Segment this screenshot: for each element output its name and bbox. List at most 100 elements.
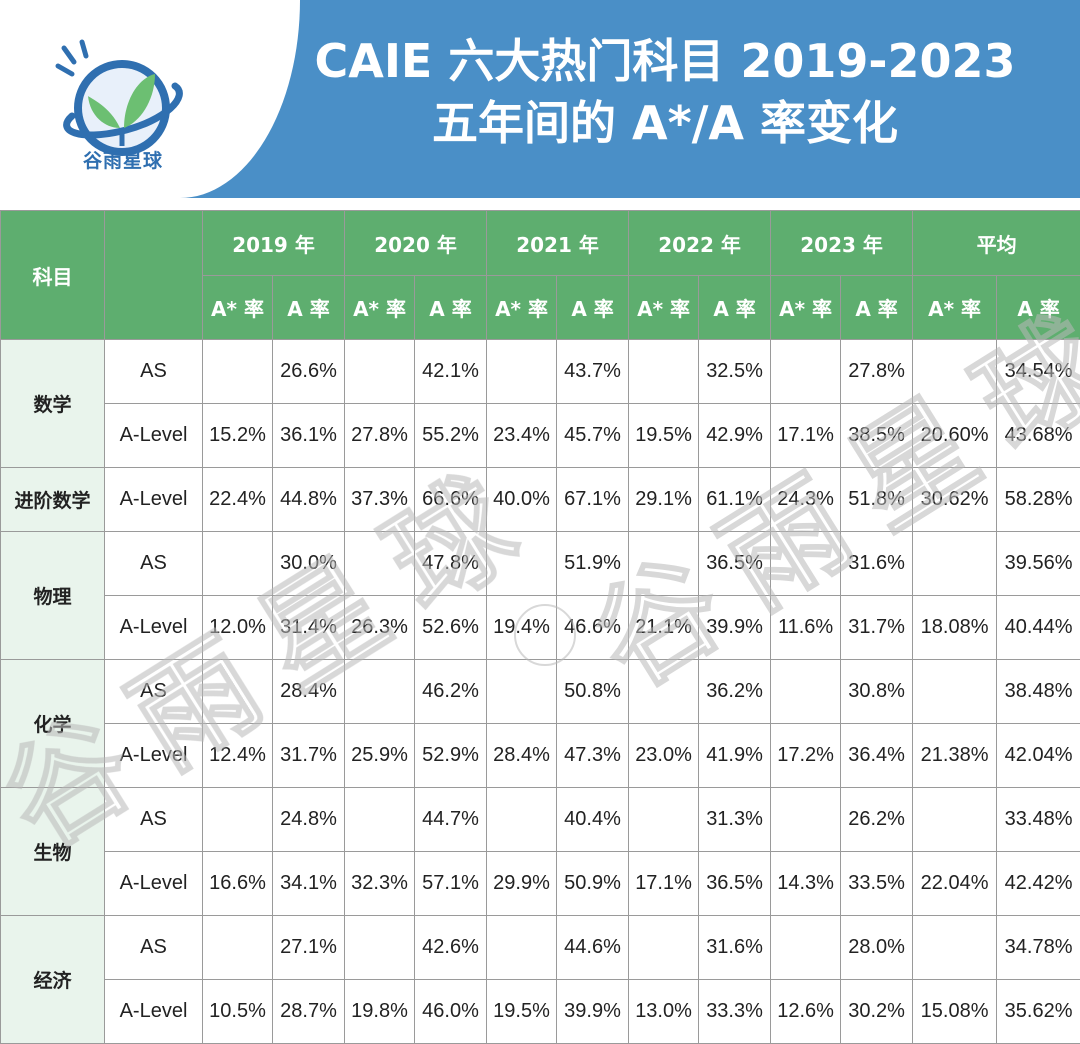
a-rate-cell: 30.2%: [840, 979, 914, 1044]
a-star-rate-cell: [912, 531, 998, 596]
a-rate-cell: 39.56%: [996, 531, 1080, 596]
a-star-rate-cell: 14.3%: [770, 851, 842, 916]
a-star-rate-cell: 16.6%: [202, 851, 273, 916]
average-header: 平均: [912, 210, 1080, 276]
a-star-rate-cell: 17.1%: [628, 851, 700, 916]
a-star-rate-cell: 23.0%: [628, 723, 700, 788]
level-header: [104, 210, 203, 340]
level-cell: A-Level: [104, 723, 203, 788]
a-rate-cell: 38.48%: [996, 659, 1080, 724]
a-rate-cell: 34.1%: [271, 851, 346, 916]
a-rate-cell: 52.9%: [414, 723, 488, 788]
a-star-rate-cell: 15.08%: [912, 979, 998, 1044]
a-star-rate-header: A* 率: [628, 275, 700, 340]
a-rate-cell: 31.3%: [698, 787, 772, 852]
a-star-rate-cell: 27.8%: [344, 403, 416, 468]
a-star-rate-cell: 18.08%: [912, 595, 998, 660]
level-cell: AS: [104, 787, 203, 852]
a-rate-cell: 42.6%: [414, 915, 488, 980]
a-rate-cell: 51.9%: [556, 531, 630, 596]
subject-cell: 物理: [0, 531, 105, 660]
subject-cell: 数学: [0, 339, 105, 468]
a-rate-cell: 31.4%: [271, 595, 346, 660]
a-star-rate-cell: [486, 915, 558, 980]
a-rate-cell: 36.1%: [271, 403, 346, 468]
a-rate-cell: 42.9%: [698, 403, 772, 468]
a-rate-cell: 41.9%: [698, 723, 772, 788]
a-rate-cell: 30.8%: [840, 659, 914, 724]
a-star-rate-cell: [770, 787, 842, 852]
a-rate-cell: 44.6%: [556, 915, 630, 980]
level-cell: A-Level: [104, 979, 203, 1044]
a-star-rate-cell: 22.4%: [202, 467, 273, 532]
a-rate-cell: 46.2%: [414, 659, 488, 724]
subject-cell: 生物: [0, 787, 105, 916]
a-star-rate-cell: [202, 915, 273, 980]
title-line-2: 五年间的 A*/A 率变化: [431, 96, 899, 150]
a-rate-cell: 34.78%: [996, 915, 1080, 980]
a-star-rate-cell: 12.0%: [202, 595, 273, 660]
planet-logo-icon: [55, 39, 183, 156]
a-star-rate-cell: [770, 915, 842, 980]
a-star-rate-cell: 28.4%: [486, 723, 558, 788]
year-header: 2022 年: [628, 210, 772, 276]
a-rate-header: A 率: [996, 275, 1080, 340]
a-star-rate-cell: 17.1%: [770, 403, 842, 468]
a-rate-cell: 42.42%: [996, 851, 1080, 916]
a-star-rate-cell: 20.60%: [912, 403, 998, 468]
level-cell: AS: [104, 339, 203, 404]
a-rate-cell: 33.5%: [840, 851, 914, 916]
a-rate-cell: 42.1%: [414, 339, 488, 404]
a-star-rate-cell: [628, 531, 700, 596]
a-star-rate-cell: [344, 531, 416, 596]
a-rate-cell: 44.7%: [414, 787, 488, 852]
a-star-rate-cell: 12.6%: [770, 979, 842, 1044]
a-star-rate-cell: [344, 659, 416, 724]
a-star-rate-cell: 10.5%: [202, 979, 273, 1044]
a-star-rate-cell: 21.1%: [628, 595, 700, 660]
header-banner: 谷雨星球 CAIE 六大热门科目 2019-2023 五年间的 A*/A 率变化: [0, 0, 1080, 198]
a-star-rate-cell: [202, 339, 273, 404]
a-rate-cell: 51.8%: [840, 467, 914, 532]
a-star-rate-cell: 29.1%: [628, 467, 700, 532]
a-star-rate-cell: [486, 531, 558, 596]
a-rate-cell: 40.44%: [996, 595, 1080, 660]
a-star-rate-header: A* 率: [202, 275, 273, 340]
a-star-rate-cell: 12.4%: [202, 723, 273, 788]
table-row: 生物 AS 24.8% 44.7% 40.4% 31.3% 26.2% 33.48%: [0, 787, 1080, 916]
a-star-rate-cell: [486, 339, 558, 404]
a-star-rate-cell: [628, 339, 700, 404]
a-star-rate-cell: 11.6%: [770, 595, 842, 660]
a-rate-cell: 47.8%: [414, 531, 488, 596]
a-rate-cell: 24.8%: [271, 787, 346, 852]
a-rate-header: A 率: [698, 275, 772, 340]
level-cell: AS: [104, 659, 203, 724]
a-star-rate-cell: [628, 659, 700, 724]
a-rate-cell: 50.9%: [556, 851, 630, 916]
a-star-rate-cell: [486, 659, 558, 724]
a-rate-cell: 33.3%: [698, 979, 772, 1044]
a-star-rate-cell: 29.9%: [486, 851, 558, 916]
a-star-rate-cell: [912, 915, 998, 980]
rate-header-row: A* 率 A 率 A* 率 A 率 A* 率 A 率 A* 率 A 率 A* 率…: [1, 275, 1080, 340]
level-cell: A-Level: [104, 467, 203, 532]
a-star-rate-cell: 19.4%: [486, 595, 558, 660]
a-star-rate-cell: [344, 787, 416, 852]
a-rate-cell: 31.6%: [840, 531, 914, 596]
year-header: 2021 年: [486, 210, 630, 276]
a-rate-cell: 36.2%: [698, 659, 772, 724]
a-star-rate-cell: 22.04%: [912, 851, 998, 916]
a-rate-cell: 26.2%: [840, 787, 914, 852]
subject-header: 科目: [0, 210, 105, 340]
a-rate-cell: 39.9%: [698, 595, 772, 660]
a-rate-header: A 率: [414, 275, 488, 340]
grade-rate-table: 科目 2019 年 2020 年 2021 年 2022 年 2023 年 平均…: [0, 210, 1080, 1044]
table-row: 物理 AS 30.0% 47.8% 51.9% 36.5% 31.6% 39.56%: [0, 531, 1080, 660]
table-row: A-Level 12.4% 31.7% 25.9% 52.9% 28.4% 47.3% 23.…: [1, 723, 1080, 788]
a-star-rate-cell: [202, 531, 273, 596]
a-rate-cell: 31.6%: [698, 915, 772, 980]
a-rate-cell: 27.1%: [271, 915, 346, 980]
a-rate-cell: 66.6%: [414, 467, 488, 532]
a-rate-cell: 47.3%: [556, 723, 630, 788]
a-star-rate-cell: 32.3%: [344, 851, 416, 916]
